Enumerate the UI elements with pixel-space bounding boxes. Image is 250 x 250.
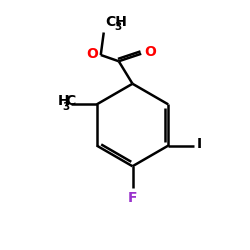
Text: O: O xyxy=(86,47,98,61)
Text: I: I xyxy=(197,136,202,150)
Text: O: O xyxy=(144,46,156,60)
Text: F: F xyxy=(128,190,137,204)
Text: 3: 3 xyxy=(114,22,122,32)
Text: C: C xyxy=(65,94,76,108)
Text: H: H xyxy=(58,94,69,108)
Text: 3: 3 xyxy=(62,102,69,113)
Text: CH: CH xyxy=(105,16,127,30)
